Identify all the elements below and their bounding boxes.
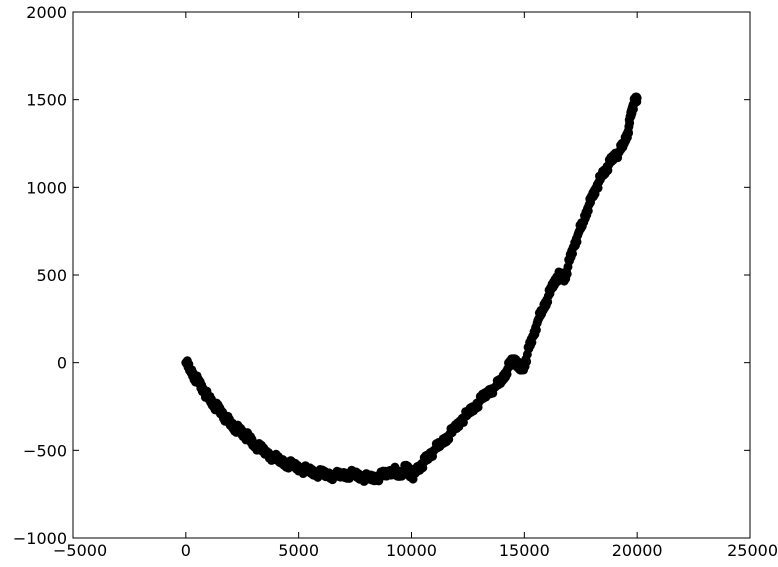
data-point-fill	[531, 325, 541, 335]
y-tick-label: 0	[57, 354, 67, 373]
data-point-fill	[562, 269, 572, 279]
y-tick-label: 2000	[26, 3, 67, 22]
data-points	[181, 92, 642, 486]
y-tick-label: 1000	[26, 178, 67, 197]
y-tick-label: 1500	[26, 91, 67, 110]
axis-ticks	[72, 11, 751, 539]
x-tick-label: 25000	[727, 541, 778, 560]
x-tick-label: −5000	[53, 541, 107, 560]
y-tick-label: −1000	[13, 529, 67, 548]
data-point	[632, 93, 642, 103]
x-tick-label: 0	[181, 541, 191, 560]
plot-frame	[72, 11, 751, 539]
data-point-fill	[522, 357, 532, 367]
y-tick-label: 500	[36, 266, 67, 285]
x-tick-label: 10000	[386, 541, 437, 560]
tick-labels: −5000 0 5000 10000 15000 20000 25000−1000−5000…	[13, 3, 778, 560]
data-point-fill	[567, 249, 577, 259]
y-tick-label: −500	[23, 441, 67, 460]
x-tick-label: 20000	[612, 541, 663, 560]
data-point-fill	[624, 128, 634, 138]
data-point-fill	[572, 237, 582, 247]
x-tick-label: 5000	[278, 541, 319, 560]
x-tick-label: 15000	[499, 541, 550, 560]
